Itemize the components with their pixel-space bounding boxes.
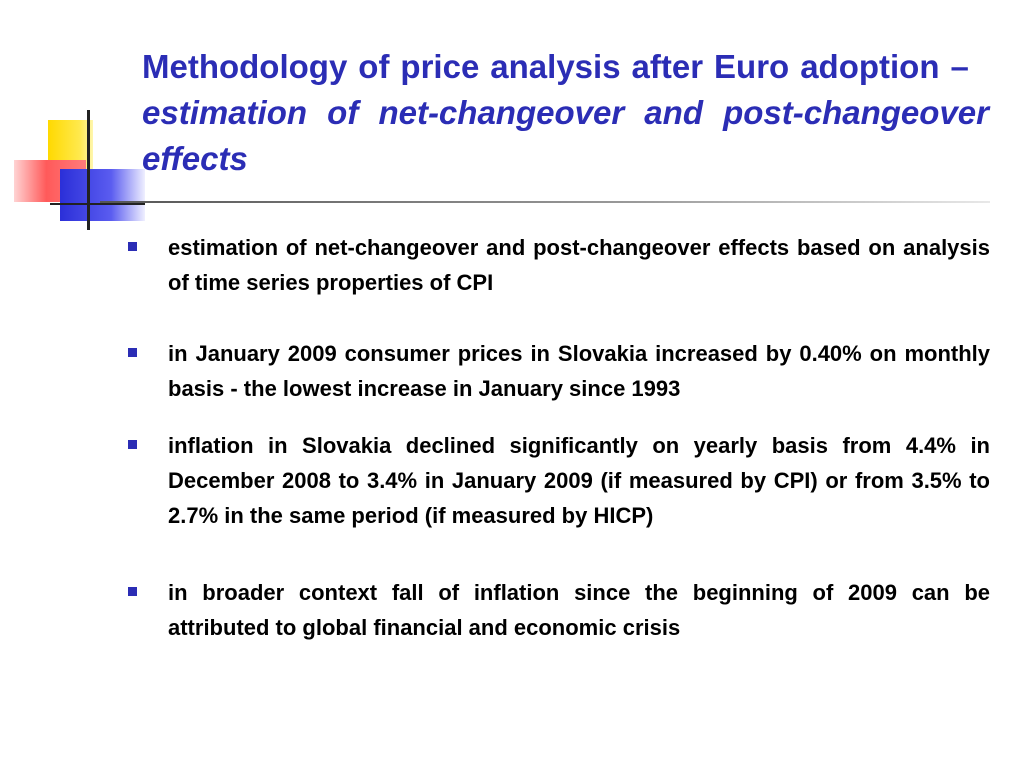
square-bullet-icon [128,587,137,596]
logo-vertical-line [87,110,90,230]
slide-title-italic: estimation of net-changeover and post-ch… [142,94,989,177]
bullet-text: inflation in Slovakia declined significa… [168,433,990,528]
square-bullet-icon [128,348,137,357]
logo-horizontal-line [50,203,145,205]
slide-title: Methodology of price analysis after Euro… [142,44,989,182]
bullet-item: inflation in Slovakia declined significa… [128,428,990,533]
square-bullet-icon [128,242,137,251]
slide-title-main: Methodology of price analysis after Euro… [142,48,969,85]
bullet-item: in January 2009 consumer prices in Slova… [128,336,990,406]
bullet-text: in broader context fall of inflation sin… [168,580,990,640]
logo-blue-block [60,169,145,221]
bullet-text: in January 2009 consumer prices in Slova… [168,341,990,401]
bullet-item: estimation of net-changeover and post-ch… [128,230,990,300]
bullet-list: estimation of net-changeover and post-ch… [128,230,990,645]
square-blocks-logo-icon [10,105,145,235]
bullet-item: in broader context fall of inflation sin… [128,575,990,645]
square-bullet-icon [128,440,137,449]
title-divider [100,201,990,203]
bullet-text: estimation of net-changeover and post-ch… [168,235,990,295]
